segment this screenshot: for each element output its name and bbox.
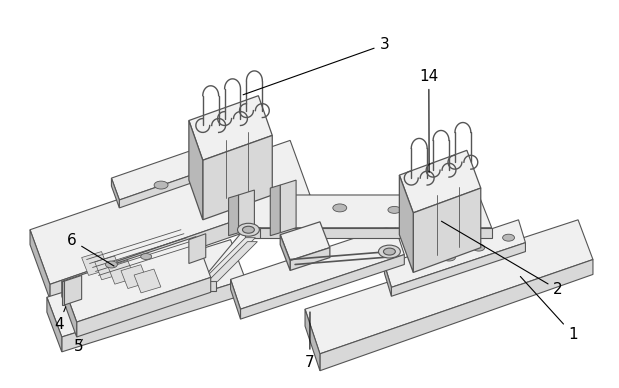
Polygon shape	[241, 255, 404, 319]
Polygon shape	[134, 269, 161, 293]
Polygon shape	[241, 195, 253, 238]
Polygon shape	[228, 195, 238, 236]
Polygon shape	[121, 265, 148, 289]
Polygon shape	[230, 225, 404, 309]
Polygon shape	[241, 195, 491, 228]
Polygon shape	[189, 121, 203, 220]
Polygon shape	[50, 195, 310, 299]
Text: 1: 1	[521, 277, 578, 342]
Text: 14: 14	[419, 69, 438, 172]
Polygon shape	[108, 260, 135, 284]
Polygon shape	[320, 260, 593, 371]
Polygon shape	[119, 155, 248, 208]
Polygon shape	[111, 178, 119, 208]
Polygon shape	[82, 251, 108, 275]
Ellipse shape	[503, 234, 514, 241]
Text: 5: 5	[74, 339, 84, 354]
Polygon shape	[399, 150, 481, 213]
Ellipse shape	[378, 245, 400, 258]
Polygon shape	[206, 238, 256, 277]
Polygon shape	[62, 281, 64, 305]
Polygon shape	[246, 228, 261, 238]
Ellipse shape	[333, 204, 347, 212]
Polygon shape	[189, 234, 206, 263]
Polygon shape	[238, 190, 254, 233]
Polygon shape	[64, 275, 82, 305]
Polygon shape	[290, 248, 330, 270]
Text: 4: 4	[54, 307, 66, 332]
Polygon shape	[62, 279, 246, 352]
Ellipse shape	[438, 203, 451, 210]
Polygon shape	[111, 133, 248, 200]
Ellipse shape	[388, 206, 401, 213]
Polygon shape	[384, 220, 526, 288]
Polygon shape	[203, 135, 272, 220]
Ellipse shape	[105, 261, 118, 268]
Polygon shape	[201, 228, 261, 281]
Ellipse shape	[154, 181, 168, 189]
Polygon shape	[391, 242, 526, 296]
Text: 7: 7	[305, 312, 314, 370]
Polygon shape	[62, 237, 210, 322]
Polygon shape	[201, 281, 215, 291]
Polygon shape	[95, 256, 121, 280]
Polygon shape	[305, 309, 320, 371]
Polygon shape	[77, 277, 210, 337]
Polygon shape	[280, 222, 330, 260]
Polygon shape	[305, 220, 593, 354]
Polygon shape	[62, 281, 77, 337]
Polygon shape	[189, 96, 272, 160]
Polygon shape	[30, 140, 310, 284]
Polygon shape	[271, 185, 280, 236]
Ellipse shape	[383, 248, 396, 255]
Polygon shape	[280, 235, 290, 270]
Text: 2: 2	[441, 221, 563, 297]
Polygon shape	[280, 180, 296, 233]
Ellipse shape	[243, 226, 254, 233]
Text: 6: 6	[67, 233, 114, 266]
Polygon shape	[413, 188, 481, 272]
Polygon shape	[230, 279, 241, 319]
Polygon shape	[384, 265, 391, 296]
Ellipse shape	[141, 254, 152, 260]
Polygon shape	[208, 242, 258, 281]
Ellipse shape	[238, 223, 259, 236]
Ellipse shape	[473, 244, 485, 251]
Polygon shape	[399, 175, 413, 272]
Ellipse shape	[443, 254, 456, 261]
Polygon shape	[47, 297, 62, 352]
Polygon shape	[47, 240, 246, 337]
Polygon shape	[253, 228, 491, 238]
Text: 3: 3	[243, 37, 389, 95]
Polygon shape	[30, 230, 50, 299]
